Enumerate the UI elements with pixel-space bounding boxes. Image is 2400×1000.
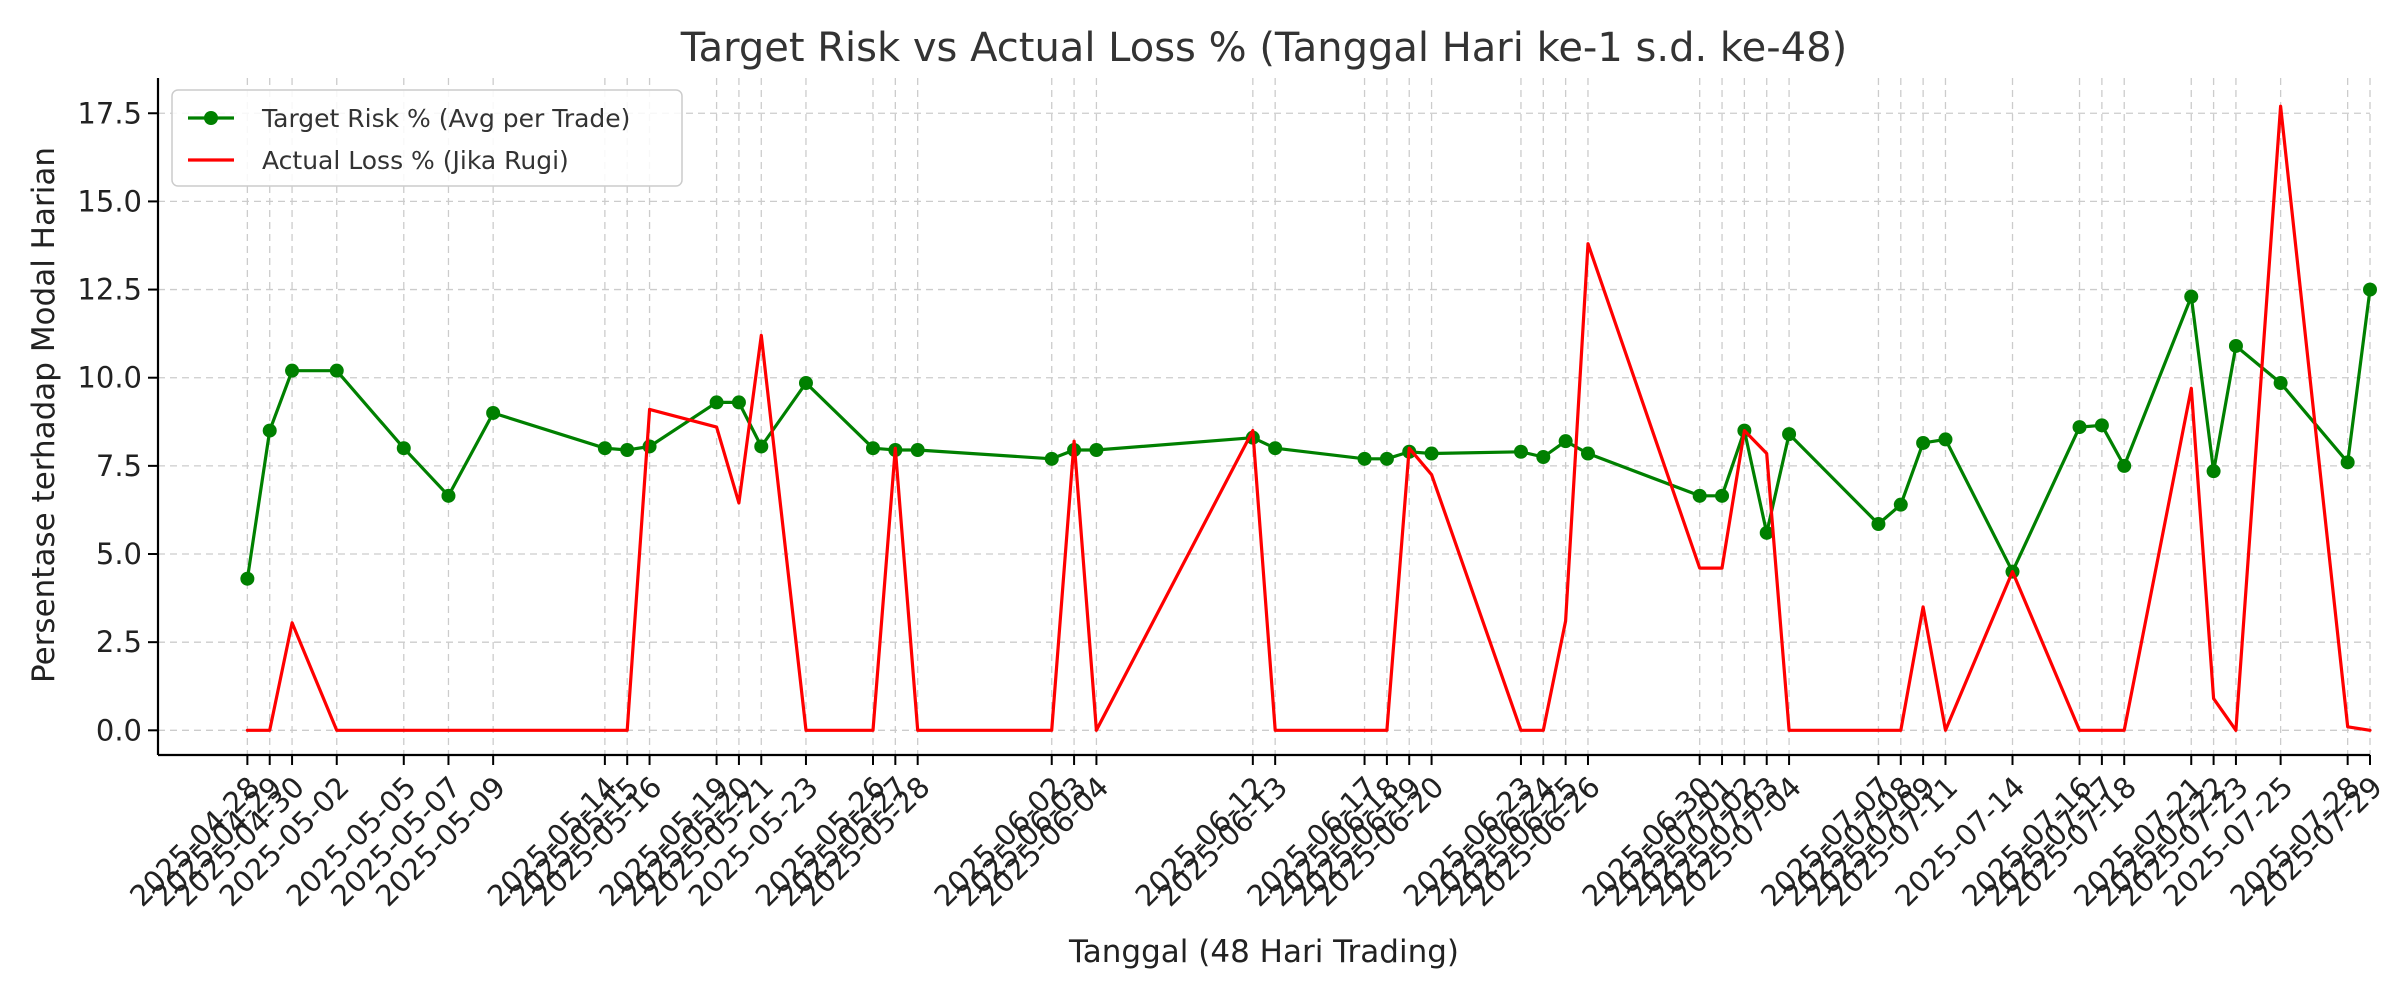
data-point-target-risk (1044, 451, 1059, 466)
data-point-target-risk (620, 442, 635, 457)
y-tick-label: 10.0 (77, 361, 142, 395)
grid (158, 78, 2371, 755)
y-tick-label: 2.5 (96, 625, 142, 659)
data-point-target-risk (1692, 488, 1707, 503)
data-point-target-risk (1357, 451, 1372, 466)
y-tick-label: 5.0 (96, 537, 142, 571)
data-point-target-risk (329, 363, 344, 378)
data-point-target-risk (731, 395, 746, 410)
series (240, 104, 2377, 732)
legend-marker-target-risk (204, 111, 218, 125)
data-point-target-risk (1536, 450, 1551, 465)
y-tick-label: 17.5 (77, 96, 142, 130)
x-axis-label: Tanggal (48 Hari Trading) (1068, 934, 1459, 970)
legend-label-actual-loss: Actual Loss % (Jika Rugi) (262, 146, 569, 175)
data-point-target-risk (1558, 434, 1573, 449)
data-point-target-risk (1424, 446, 1439, 461)
data-point-target-risk (1379, 451, 1394, 466)
data-point-target-risk (1089, 442, 1104, 457)
y-tick-label: 0.0 (96, 713, 142, 747)
data-point-target-risk (2072, 420, 2087, 435)
data-point-target-risk (597, 441, 612, 456)
data-point-target-risk (2184, 289, 2199, 304)
series-line-actual-loss (245, 104, 2372, 732)
legend-label-target-risk: Target Risk % (Avg per Trade) (261, 104, 630, 133)
data-point-target-risk (1938, 432, 1953, 447)
y-axis-label: Persentase terhadap Modal Harian (26, 147, 62, 683)
data-point-target-risk (1871, 517, 1886, 532)
data-point-target-risk (2117, 458, 2132, 473)
data-point-target-risk (441, 488, 456, 503)
data-point-target-risk (1759, 525, 1774, 540)
x-axis-ticks: 2025-04-282025-04-292025-04-302025-05-02… (123, 755, 2389, 913)
data-point-target-risk (2206, 464, 2221, 479)
data-point-target-risk (1893, 497, 1908, 512)
y-tick-label: 7.5 (96, 449, 142, 483)
y-tick-label: 15.0 (77, 184, 142, 218)
data-point-target-risk (262, 423, 277, 438)
data-point-target-risk (1513, 444, 1528, 459)
data-point-target-risk (1916, 435, 1931, 450)
data-point-target-risk (642, 439, 657, 454)
data-point-target-risk (1715, 488, 1730, 503)
data-point-target-risk (2363, 282, 2377, 297)
data-point-target-risk (910, 442, 925, 457)
data-point-target-risk (754, 439, 769, 454)
data-point-target-risk (285, 363, 300, 378)
series-line-target-risk (245, 288, 2372, 581)
data-point-target-risk (2340, 455, 2355, 470)
data-point-target-risk (1268, 441, 1283, 456)
data-point-target-risk (486, 405, 501, 420)
data-point-target-risk (2273, 376, 2288, 391)
data-point-target-risk (798, 376, 813, 391)
data-point-target-risk (1580, 446, 1595, 461)
y-tick-label: 12.5 (77, 273, 142, 307)
data-point-target-risk (2228, 338, 2243, 353)
chart-title: Target Risk vs Actual Loss % (Tanggal Ha… (680, 25, 1847, 71)
data-point-target-risk (396, 441, 411, 456)
legend: Target Risk % (Avg per Trade) Actual Los… (171, 89, 683, 187)
data-point-target-risk (2094, 418, 2109, 433)
data-point-target-risk (240, 571, 255, 586)
data-point-target-risk (709, 395, 724, 410)
data-point-target-risk (865, 441, 880, 456)
y-axis-ticks: 0.0 2.5 5.0 7.5 10.0 12.5 15.0 17.5 (77, 96, 158, 747)
legend-box (171, 89, 683, 187)
data-point-target-risk (1782, 427, 1797, 442)
